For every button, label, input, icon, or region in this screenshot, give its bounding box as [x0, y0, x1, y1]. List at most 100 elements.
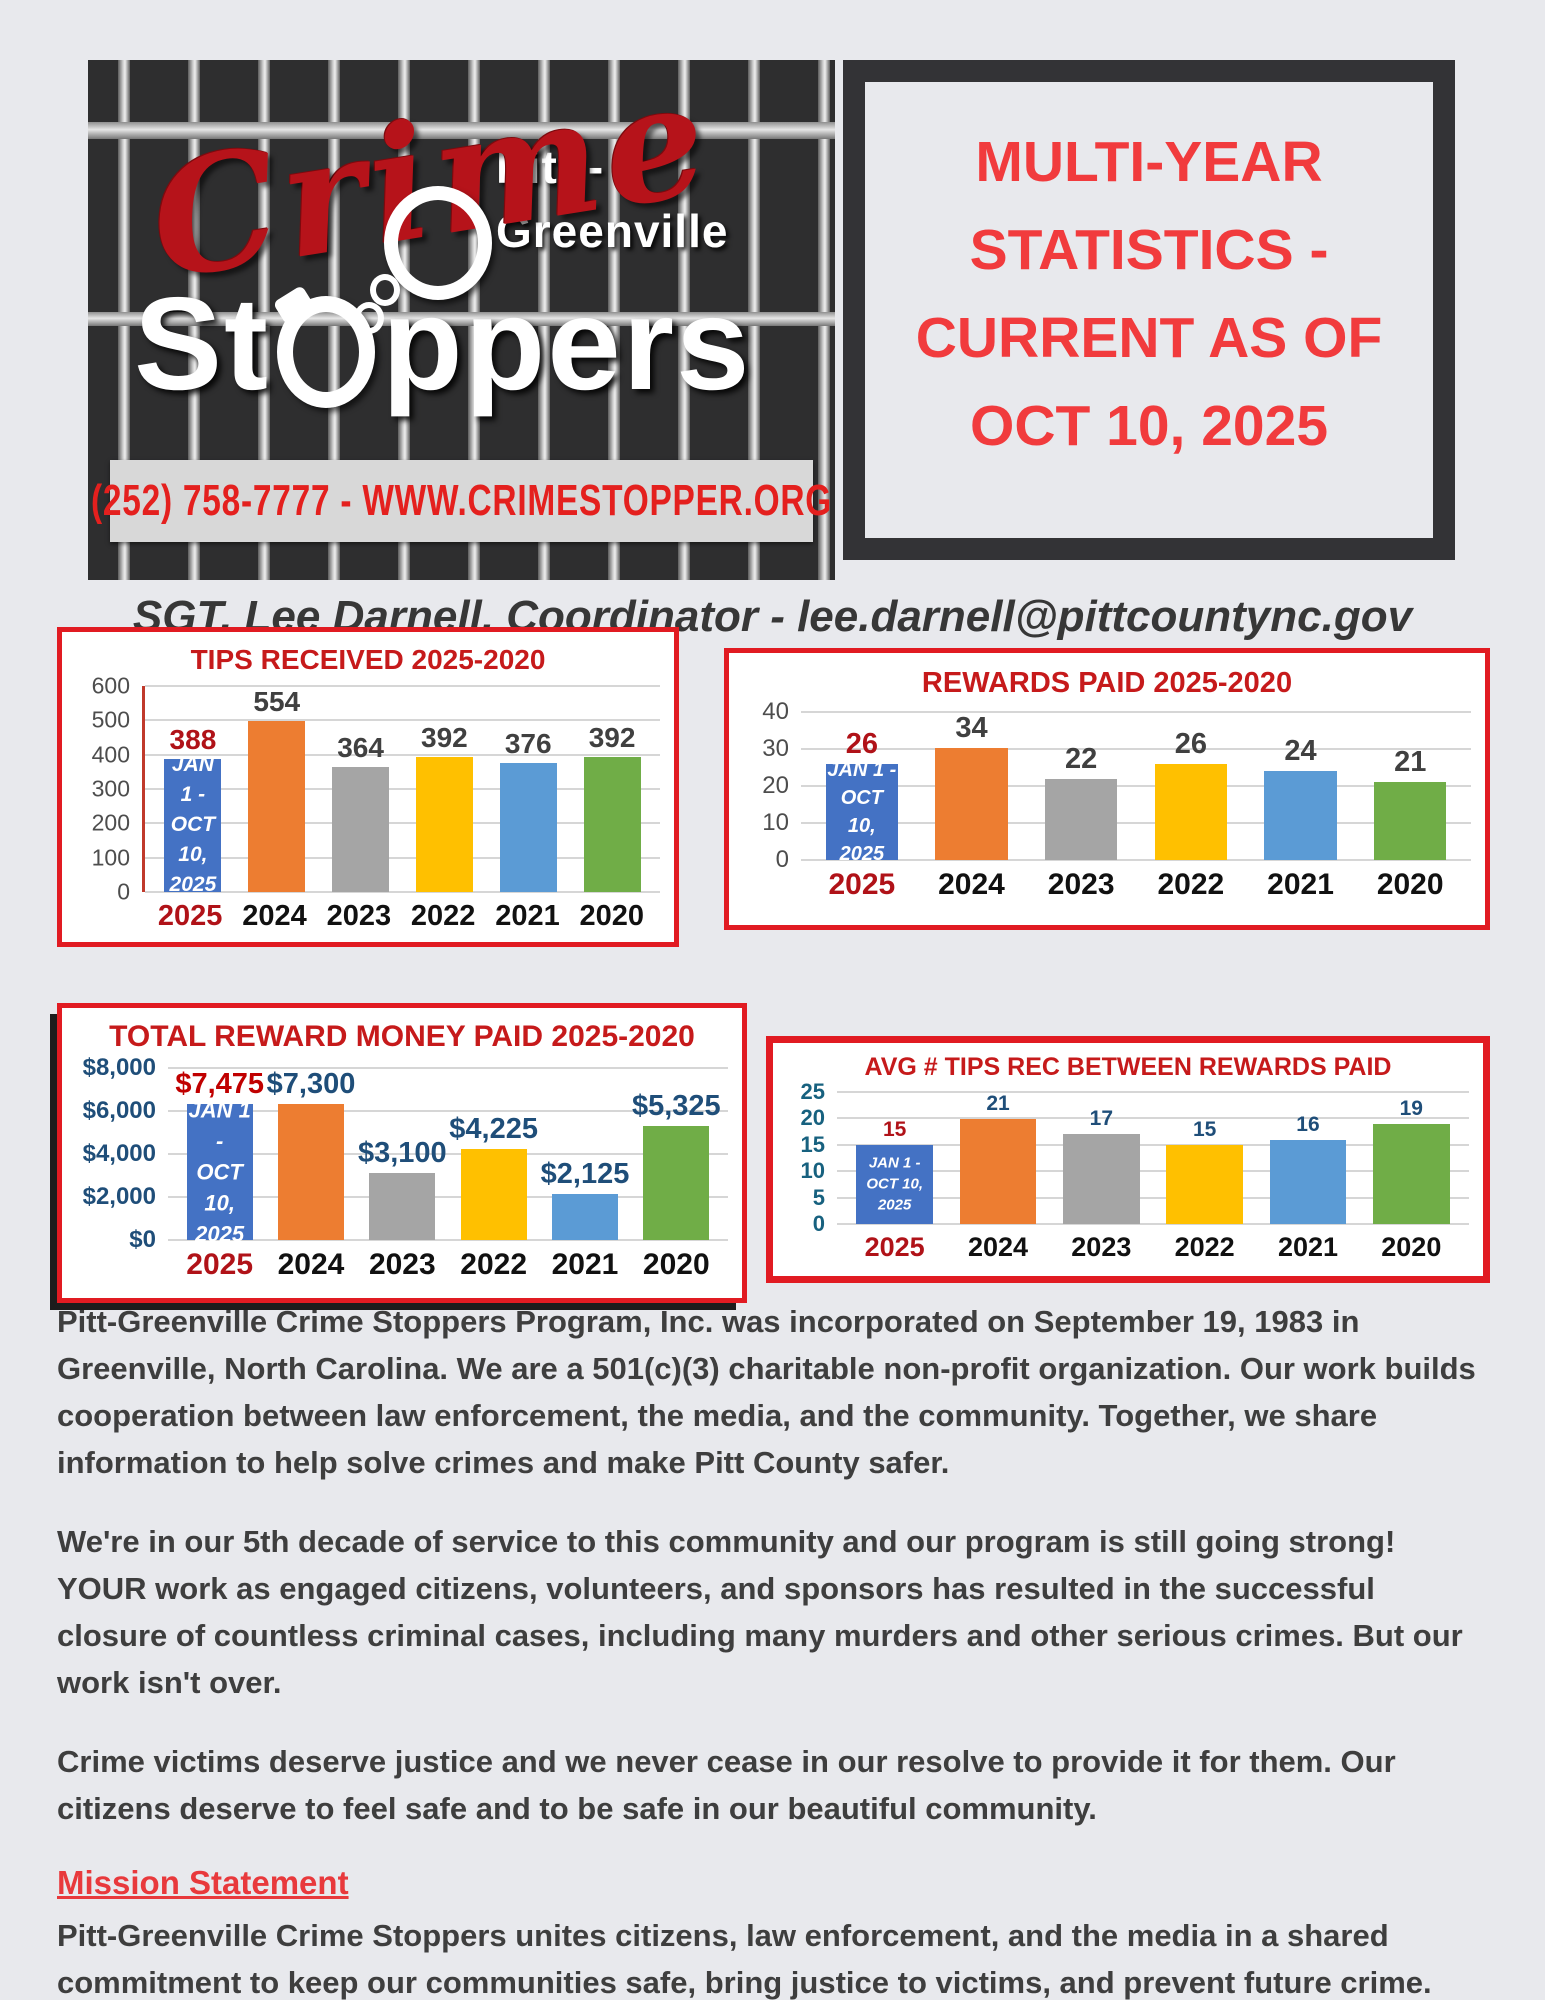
phone-and-website-text: (252) 758-7777 - WWW.CRIMESTOPPER.ORG	[90, 476, 833, 525]
grid-line	[168, 1067, 728, 1069]
handcuff-ring-icon	[384, 186, 492, 300]
bar-cell: 388 JAN 1 - OCT 10, 2025	[151, 686, 235, 896]
x-tick-label: 2024	[938, 868, 1005, 901]
y-tick-label: 0	[812, 1211, 825, 1236]
x-tick-label: 2021	[495, 900, 560, 932]
y-tick-label: $8,000	[82, 1054, 156, 1081]
bar-cell: $2,125	[539, 1068, 630, 1240]
stats-title-line: STATISTICS -	[969, 218, 1329, 282]
bar-value-label: $5,325	[631, 1089, 721, 1122]
bar-cell: 16	[1256, 1092, 1359, 1224]
phone-banner: (252) 758-7777 - WWW.CRIMESTOPPER.ORG	[91, 460, 831, 542]
y-tick-label: 30	[762, 735, 789, 762]
bar-2021	[1269, 1139, 1347, 1224]
grid-line	[837, 1117, 1469, 1120]
grid-line	[837, 1091, 1469, 1093]
bar-2025: JAN 1 - OCT 10, 2025	[856, 1144, 933, 1224]
grid-line	[145, 822, 660, 825]
x-tick-label: 2022	[1157, 868, 1225, 901]
bar-2021	[552, 1194, 618, 1240]
bar-value-label: 376	[504, 727, 552, 759]
bar-value-label: 26	[845, 727, 878, 760]
y-tick-label: 10	[800, 1158, 825, 1184]
bar-2020	[1374, 782, 1447, 860]
grid-line	[837, 1196, 1469, 1199]
chart-plot-area: $8,000 $6,000 $4,000 $2,000 $0 $7,475 JAN 1 -O…	[62, 1054, 742, 1253]
grid-line	[801, 748, 1471, 750]
chart-tips-received: TIPS RECEIVED 2025-2020 600 500 400 300 200 10…	[57, 627, 679, 947]
bar-cell: 19	[1360, 1092, 1463, 1224]
bar-2022	[460, 1149, 527, 1240]
grid-line	[168, 1239, 728, 1241]
bar-cell: $7,300	[265, 1068, 356, 1240]
bars: 388 JAN 1 - OCT 10, 2025 554 364 392 376 392	[145, 686, 660, 896]
bar-value-label: $7,300	[266, 1068, 356, 1100]
y-tick-label: 200	[91, 809, 130, 836]
bar-2025: JAN 1 - OCT 10, 2025	[825, 759, 899, 865]
x-tick-label: 2025	[157, 900, 223, 932]
grid-line	[145, 891, 660, 893]
y-tick-label: 0	[775, 846, 789, 873]
y-tick-label: 10	[762, 809, 789, 836]
bar-2020	[583, 757, 641, 892]
logo-stoppers-text: St ppers	[134, 268, 751, 419]
date-range-note: JAN 1 - OCT 10, 2025	[187, 1095, 253, 1250]
bar-value-label: 22	[1065, 742, 1098, 775]
mission-statement-body: Pitt-Greenville Crime Stoppers unites ci…	[57, 1918, 1432, 2000]
date-range-line: JAN 1 -	[188, 1097, 251, 1154]
bar-2024	[959, 1119, 1037, 1224]
y-axis: 25 20 15 10 5 0	[773, 1079, 837, 1236]
bar-2023	[1044, 778, 1118, 860]
grid-line	[145, 788, 660, 790]
bar-2021	[1264, 771, 1337, 860]
bar-cell: 15 JAN 1 - OCT 10, 2025	[843, 1092, 946, 1224]
y-axis: $8,000 $6,000 $4,000 $2,000 $0	[62, 1054, 168, 1253]
bar-2023	[332, 767, 390, 892]
x-tick-label: 2024	[277, 1248, 345, 1281]
y-tick-label: 5	[812, 1184, 825, 1210]
paragraph-history: Pitt-Greenville Crime Stoppers Program, …	[57, 1304, 1476, 1480]
x-tick-label: 2023	[1047, 868, 1115, 901]
chart-plot-area: 25 20 15 10 5 0 15 JAN 1 - OCT 10, 2025 21 17 15 16 19	[773, 1079, 1483, 1236]
date-range-line: JAN 1 -	[868, 1154, 921, 1172]
date-range-note: JAN 1 - OCT 10, 2025	[856, 1153, 932, 1216]
x-tick-label: 2020	[642, 1248, 710, 1281]
bar-value-label: 388	[169, 723, 217, 755]
grid-line	[168, 1110, 728, 1112]
bar-cell: 392	[402, 686, 486, 892]
x-tick-label: 2021	[1277, 1232, 1339, 1262]
y-tick-label: 500	[91, 706, 130, 733]
y-tick-label: 100	[91, 844, 130, 871]
stats-title-line: OCT 10, 2025	[969, 394, 1329, 458]
bars: 15 JAN 1 - OCT 10, 2025 21 17 15 16 19	[837, 1092, 1469, 1224]
bar-value-label: 34	[955, 712, 988, 744]
x-tick-label: 2021	[551, 1248, 619, 1281]
bar-cell: 34	[917, 712, 1027, 860]
y-axis: 40 30 20 10 0	[729, 698, 801, 873]
plot: 15 JAN 1 - OCT 10, 2025 21 17 15 16 19	[837, 1091, 1469, 1225]
bar-cell: $4,225	[448, 1068, 539, 1240]
bar-value-label: 554	[253, 686, 301, 717]
grid-line	[801, 859, 1471, 861]
date-range-line: OCT 10,	[170, 813, 216, 867]
date-range-line: JAN 1 -	[827, 758, 897, 781]
bar-cell: 376	[486, 686, 570, 892]
y-tick-label: 15	[800, 1131, 825, 1157]
bar-value-label: 26	[1174, 727, 1207, 760]
bar-value-label: 21	[1394, 746, 1427, 779]
stats-title-line: MULTI-YEAR	[975, 130, 1323, 194]
bar-value-label: 24	[1284, 735, 1317, 768]
date-range-note: JAN 1 - OCT 10, 2025	[826, 756, 898, 868]
x-tick-label: 2022	[460, 1248, 528, 1281]
bar-cell: 22	[1026, 712, 1136, 860]
x-tick-label: 2025	[828, 868, 896, 901]
bar-value-label: 392	[588, 722, 636, 754]
plot: 388 JAN 1 - OCT 10, 2025 554 364 392 376 392	[142, 685, 660, 896]
chart-title: AVG # TIPS REC BETWEEN REWARDS PAID	[864, 1053, 1392, 1081]
x-tick-label: 2020	[579, 900, 645, 932]
bar-2023	[1063, 1134, 1140, 1224]
bar-value-label: $2,125	[540, 1158, 630, 1191]
bar-value-label: $4,225	[449, 1113, 538, 1146]
bar-value-label: $7,475	[175, 1068, 265, 1100]
